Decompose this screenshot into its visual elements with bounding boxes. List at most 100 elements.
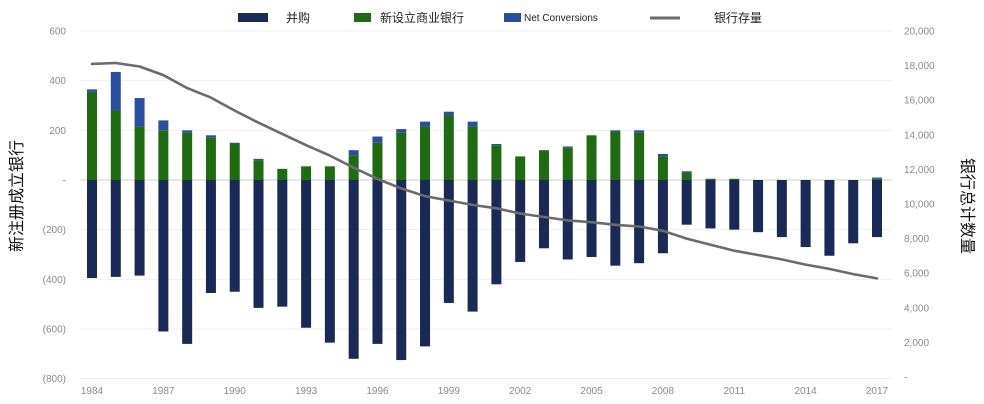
legend-swatch-new-banks (354, 13, 371, 22)
bar-new-banks (562, 147, 573, 180)
y-right-tick-label: 16,000 (904, 96, 935, 107)
bar-new-banks (134, 126, 145, 180)
bar-new-banks (110, 110, 121, 180)
bar-mergers (657, 180, 668, 254)
legend-label-new-banks: 新设立商业银行 (380, 10, 464, 25)
gridlines (80, 30, 892, 380)
bar-mergers (443, 180, 454, 303)
bar-mergers (87, 180, 97, 279)
bar-mergers (729, 180, 740, 230)
y-left-tick-label: 200 (49, 126, 66, 137)
bar-mergers (301, 180, 312, 328)
bar-net-conversions (657, 153, 668, 157)
bar-mergers (253, 180, 264, 308)
bar-new-banks (396, 132, 407, 180)
y-left-tick-label: - (63, 176, 66, 187)
legend-label-mergers: 并购 (286, 10, 310, 25)
y-right-tick-label: 4,000 (904, 303, 929, 314)
bar-mergers (586, 180, 597, 257)
y-left-tick-label: 600 (49, 27, 66, 38)
left-axis-title: 新注册成立银行 (8, 140, 26, 252)
bar-mergers (372, 180, 383, 344)
bar-net-conversions (134, 98, 145, 127)
x-tick-label: 1993 (295, 386, 318, 397)
bar-new-banks (515, 156, 526, 180)
legend-swatch-net-conversions (504, 13, 521, 22)
x-tick-label: 2014 (795, 386, 818, 397)
bar-new-banks (158, 130, 169, 180)
x-tick-label: 2017 (866, 386, 889, 397)
bar-new-banks (301, 166, 312, 180)
bar-mergers (110, 180, 121, 277)
bar-net-conversions (87, 89, 97, 92)
bar-mergers (610, 180, 621, 266)
bar-new-banks (657, 156, 668, 180)
bar-mergers (776, 180, 787, 238)
right-axis-ticks: 20,000 18,000 16,000 14,000 12,000 10,000 8,00… (904, 27, 935, 384)
bar-new-banks (205, 137, 216, 180)
y-left-tick-label: (400) (43, 275, 66, 286)
y-right-tick-label: 6,000 (904, 269, 929, 280)
y-left-tick-label: 400 (49, 76, 66, 87)
bar-new-banks (467, 126, 478, 180)
y-right-tick-label: 20,000 (904, 27, 935, 38)
bar-mergers (634, 180, 645, 264)
legend-label-bank-stock: 银行存量 (714, 11, 762, 25)
bar-mergers (753, 180, 764, 233)
bar-mergers (538, 180, 549, 249)
bar-mergers (681, 180, 692, 225)
bar-new-banks (443, 115, 454, 180)
bar-new-banks (372, 142, 383, 180)
bar-net-conversions (348, 150, 359, 156)
left-axis-ticks: 600 400 200 - (200) (400) (600) (800) (43, 27, 67, 386)
bar-mergers (134, 180, 145, 276)
bar-net-conversions (372, 136, 383, 143)
bar-mergers (467, 180, 478, 312)
bar-mergers (396, 180, 407, 361)
bar-mergers (420, 180, 431, 347)
bar-mergers (848, 180, 859, 244)
x-tick-label: 1984 (81, 386, 104, 397)
y-right-tick-label: 10,000 (904, 200, 935, 211)
bar-new-banks (277, 168, 288, 180)
bars (87, 71, 882, 361)
bar-new-banks (586, 135, 597, 180)
x-tick-label: 2008 (652, 386, 675, 397)
y-right-tick-label: 14,000 (904, 130, 935, 141)
bar-net-conversions (420, 121, 431, 127)
bar-net-conversions (681, 171, 692, 173)
bar-net-conversions (610, 130, 621, 132)
bar-mergers (277, 180, 288, 307)
x-tick-label: 2011 (724, 386, 746, 397)
bar-net-conversions (182, 130, 193, 133)
legend-swatch-mergers (238, 13, 268, 22)
bar-new-banks (324, 166, 335, 180)
bar-mergers (182, 180, 193, 344)
bar-net-conversions (253, 158, 264, 161)
y-left-tick-label: (800) (43, 374, 66, 385)
x-tick-label: 2005 (580, 386, 603, 397)
bar-mergers (205, 180, 216, 293)
bar-mergers (491, 180, 502, 285)
y-right-tick-label: 8,000 (904, 234, 929, 245)
bar-new-banks (87, 91, 97, 180)
x-tick-label: 1999 (438, 386, 461, 397)
y-right-tick-label: 2,000 (904, 338, 929, 349)
legend: 并购 新设立商业银行 Net Conversions 银行存量 (238, 10, 762, 25)
bar-net-conversions (467, 121, 478, 127)
bar-new-banks (229, 143, 240, 180)
bar-mergers (824, 180, 835, 256)
bar-new-banks (681, 172, 692, 180)
bar-new-banks (729, 178, 740, 180)
bar-mergers (229, 180, 240, 292)
bar-net-conversions (396, 129, 407, 133)
line-bank-stock (90, 61, 879, 280)
bar-mergers (324, 180, 335, 343)
bar-net-conversions (491, 143, 502, 146)
bar-new-banks (610, 131, 621, 180)
y-right-tick-label: - (904, 373, 907, 384)
legend-label-net-conversions: Net Conversions (524, 13, 598, 24)
bar-net-conversions (872, 177, 882, 179)
bar-net-conversions (443, 111, 454, 116)
bar-new-banks (182, 132, 193, 180)
